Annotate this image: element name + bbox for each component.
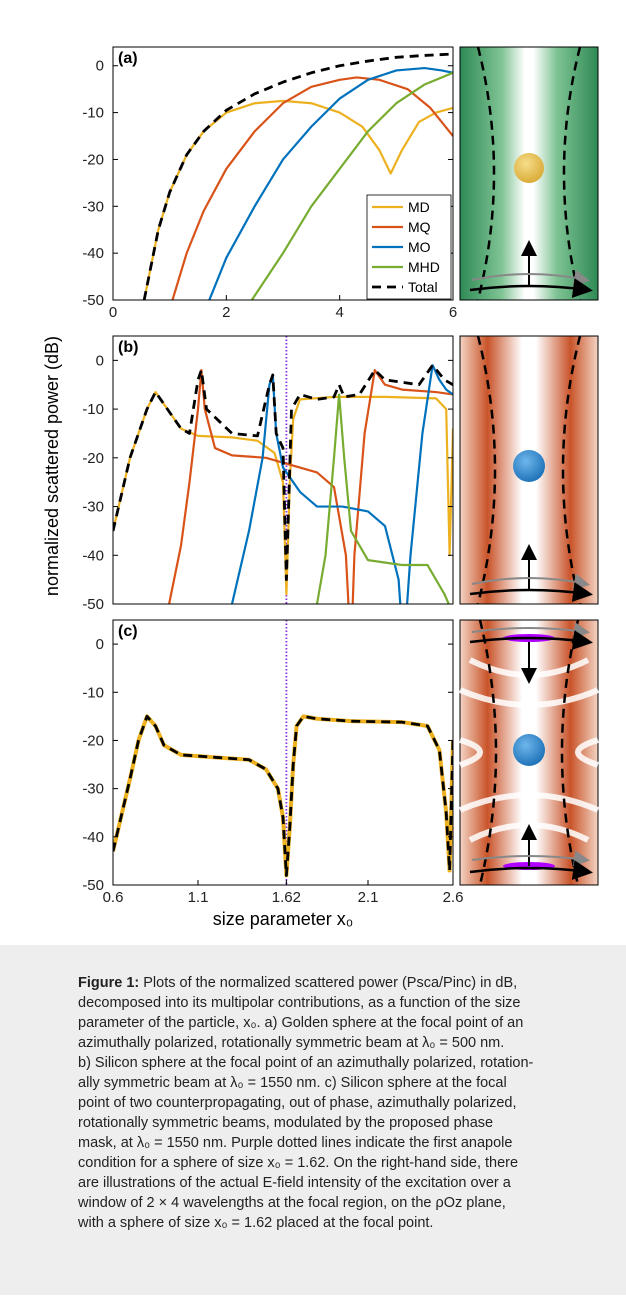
y-tick-label: -20 [82, 151, 104, 168]
caption-text: azimuthally polarized, rotationally symm… [78, 1035, 505, 1051]
illustration-a [459, 46, 599, 301]
y-tick-label: 0 [96, 58, 104, 75]
y-axis-label: normalized scattered power (dB) [42, 336, 62, 596]
total-line [113, 363, 453, 582]
y-tick-label: 0 [96, 636, 104, 653]
caption-line: condition for a sphere of size x₀ = 1.62… [78, 1153, 606, 1173]
caption-line: parameter of the particle, x₀. a) Golden… [78, 1013, 606, 1033]
caption: Figure 1: Plots of the normalized scatter… [0, 945, 626, 1295]
caption-label: Figure 1: [78, 975, 140, 991]
caption-text: Plots of the normalized scattered power … [143, 975, 518, 991]
caption-text: b) Silicon sphere at the focal point of … [78, 1055, 534, 1071]
caption-line: Figure 1: Plots of the normalized scatter… [78, 973, 606, 993]
caption-text: decomposed into its multipolar contribut… [78, 995, 521, 1011]
x-tick-label: 1.1 [188, 889, 209, 906]
legend-label: MQ [408, 219, 431, 235]
series-line [113, 714, 453, 878]
plot-area [113, 336, 453, 604]
y-tick-label: -30 [82, 198, 104, 215]
legend-label: MO [408, 239, 431, 255]
axes-frame [112, 335, 454, 605]
caption-line: mask, at λ₀ = 1550 nm. Purple dotted lin… [78, 1133, 606, 1153]
x-tick-label: 2.6 [443, 889, 464, 906]
series-line [171, 76, 453, 300]
series-line [168, 369, 453, 604]
caption-text: with a sphere of size x₀ = 1.62 placed a… [78, 1215, 434, 1231]
y-tick-label: 0 [96, 352, 104, 369]
caption-text: window of 2 × 4 wavelengths at the focal… [78, 1195, 506, 1211]
caption-line: ally symmetric beam at λ₀ = 1550 nm. c) … [78, 1073, 606, 1093]
caption-text: rotationally symmetric beams, modulated … [78, 1115, 494, 1131]
panel-label: (a) [118, 50, 138, 67]
caption-line: b) Silicon sphere at the focal point of … [78, 1053, 606, 1073]
total-line [113, 714, 453, 877]
illustration-b [459, 335, 599, 605]
panel-label: (c) [118, 623, 138, 640]
y-tick-label: -40 [82, 829, 104, 846]
caption-line: window of 2 × 4 wavelengths at the focal… [78, 1193, 606, 1213]
y-tick-label: -50 [82, 596, 104, 613]
y-tick-label: -30 [82, 781, 104, 798]
x-tick-label: 4 [335, 304, 343, 321]
axes-frame [112, 46, 454, 301]
figure: 0 -10 -20 -30 -40 -50 0 2 4 6 (a) MD MQ MO MHD Total 0 -1… [42, 46, 600, 929]
series-line [208, 66, 453, 300]
x-tick-label: 0.6 [103, 889, 124, 906]
legend-label: MHD [408, 259, 440, 275]
panel-label: (b) [118, 339, 138, 356]
caption-text: ally symmetric beam at λ₀ = 1550 nm. c) … [78, 1075, 507, 1091]
legend-label: MD [408, 199, 430, 215]
caption-line: decomposed into its multipolar contribut… [78, 993, 606, 1013]
caption-text: are illustrations of the actual E-field … [78, 1175, 511, 1191]
y-tick-label: -10 [82, 401, 104, 418]
x-tick-label: 2.1 [358, 889, 379, 906]
y-tick-label: -20 [82, 450, 104, 467]
plot-area [142, 52, 453, 300]
y-tick-label: -10 [82, 105, 104, 122]
y-tick-label: -50 [82, 292, 104, 309]
y-tick-label: -40 [82, 245, 104, 262]
caption-line: rotationally symmetric beams, modulated … [78, 1113, 606, 1133]
y-tick-label: -30 [82, 499, 104, 516]
caption-line: azimuthally polarized, rotationally symm… [78, 1033, 606, 1053]
caption-line: point of two counterpropagating, out of … [78, 1093, 606, 1113]
caption-text: parameter of the particle, x₀. a) Golden… [78, 1015, 524, 1031]
total-line [142, 52, 453, 300]
caption-line: with a sphere of size x₀ = 1.62 placed a… [78, 1213, 606, 1233]
series-line [143, 99, 453, 300]
x-axis-label: size parameter x₀ [213, 909, 354, 929]
x-tick-label: 2 [222, 304, 230, 321]
x-tick-label: 6 [449, 304, 457, 321]
caption-text: condition for a sphere of size x₀ = 1.62… [78, 1155, 519, 1171]
caption-text: mask, at λ₀ = 1550 nm. Purple dotted lin… [78, 1135, 513, 1151]
series-line [230, 364, 453, 604]
y-tick-label: -40 [82, 547, 104, 564]
y-tick-label: -50 [82, 877, 104, 894]
x-tick-label: 1.62 [272, 889, 301, 906]
x-tick-label: 0 [109, 304, 117, 321]
series-line [315, 393, 450, 604]
caption-line: are illustrations of the actual E-field … [78, 1173, 606, 1193]
y-tick-label: -10 [82, 684, 104, 701]
illustration-c [458, 619, 600, 886]
series-line [250, 71, 453, 300]
plot-area [113, 620, 453, 885]
axes-frame [112, 619, 454, 886]
legend-label: Total [408, 279, 438, 295]
y-tick-label: -20 [82, 732, 104, 749]
caption-text: point of two counterpropagating, out of … [78, 1095, 517, 1111]
